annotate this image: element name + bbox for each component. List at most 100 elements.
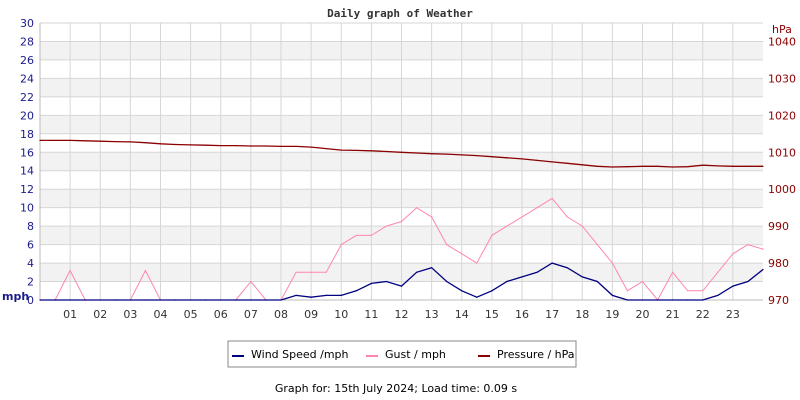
x-tick-label: 17 [545,308,559,321]
data-point [129,141,131,143]
data-point [581,164,583,166]
data-point [476,262,478,264]
y-tick-label: 10 [20,202,34,215]
x-tick-label: 13 [425,308,439,321]
data-point [506,280,508,283]
data-point [596,280,598,283]
data-point [641,280,644,283]
data-point [39,299,41,301]
data-point [355,234,357,236]
data-point [54,299,56,301]
data-point [687,299,689,301]
data-point [521,158,523,160]
data-point [747,165,749,167]
data-point [265,299,267,301]
data-point [69,269,71,272]
y-tick-label: 20 [20,109,34,122]
data-point [687,166,689,168]
data-point [220,299,222,301]
y-tick-label: 12 [20,183,34,196]
data-point [476,154,478,157]
x-tick-label: 12 [395,308,409,321]
y-tick-label: 16 [20,146,34,159]
data-point [129,299,131,301]
y-tick-label: 14 [20,165,34,178]
x-tick-label: 22 [696,308,710,321]
x-tick-label: 08 [274,308,288,321]
x-tick-label: 09 [304,308,318,321]
x-tick-label: 21 [666,308,680,321]
chart-title: Daily graph of Weather [327,7,473,20]
data-point [235,299,237,301]
data-point [702,164,704,166]
data-point [310,296,312,298]
y-tick-label: 2 [27,276,34,289]
data-point [99,140,101,142]
y-tick-label: 28 [20,35,34,48]
x-tick-label: 23 [726,308,740,321]
legend-label: Pressure / hPa [497,348,575,361]
y-tick-label: 0 [27,294,34,307]
data-point [491,234,493,236]
x-tick-label: 02 [93,308,107,321]
y-tick-label: 22 [20,91,34,104]
data-point [687,290,689,292]
data-point [461,154,463,156]
data-point [476,296,478,298]
data-point [114,299,116,301]
data-point [762,248,764,250]
data-point [310,146,312,148]
data-point [84,299,86,301]
data-point [400,285,403,287]
x-tick-label: 11 [364,308,378,321]
data-point [672,166,674,168]
data-point [370,234,372,236]
data-point [415,271,418,273]
y-axis-label: mph [2,290,29,303]
data-point [355,149,357,152]
data-point [446,244,448,246]
data-point [69,139,71,142]
data-point [717,294,719,296]
data-point [491,290,493,292]
footer-text: Graph for: 15th July 2024; Load time: 0.… [275,382,518,395]
data-point [762,165,764,167]
data-point [626,299,629,301]
data-point [205,144,207,146]
data-point [144,299,147,301]
data-point [250,280,252,283]
data-point [385,150,388,153]
data-point [506,225,508,227]
data-point [370,282,372,284]
data-point [325,271,327,273]
data-point [400,220,403,223]
data-point [747,280,749,283]
y2-tick-label: 1020 [768,109,796,122]
data-point [641,299,644,301]
y-tick-label: 30 [20,17,34,30]
x-tick-label: 07 [244,308,258,321]
data-point [536,271,538,273]
data-point [69,299,71,301]
x-tick-label: 20 [636,308,650,321]
data-point [672,299,674,301]
y-tick-label: 6 [27,239,34,252]
data-point [144,142,147,144]
y2-tick-label: 1040 [768,35,796,48]
data-point [596,165,598,167]
data-point [310,271,312,273]
data-point [461,290,463,292]
data-point [521,216,523,218]
y2-tick-label: 980 [768,257,789,270]
data-point [280,299,282,301]
data-point [626,290,629,292]
x-tick-label: 18 [575,308,589,321]
data-point [461,253,463,255]
data-point [250,145,252,147]
data-point [446,153,448,155]
data-point [596,244,598,246]
data-point [431,153,433,155]
legend-label: Wind Speed /mph [251,348,349,361]
data-point [581,225,583,227]
